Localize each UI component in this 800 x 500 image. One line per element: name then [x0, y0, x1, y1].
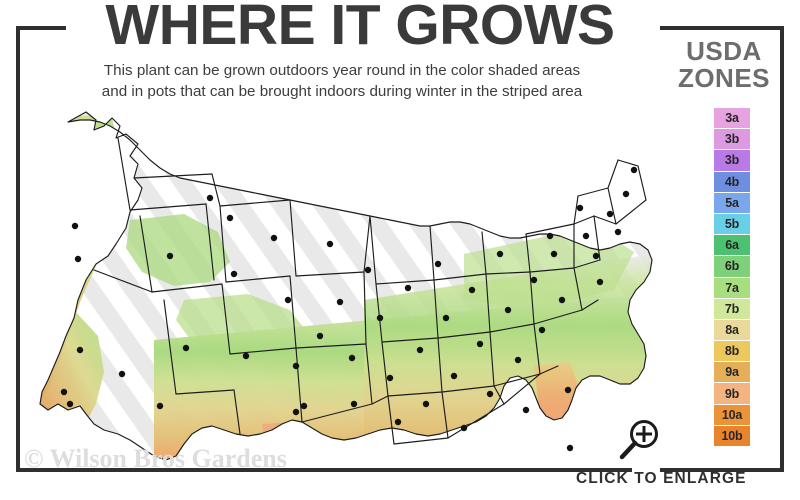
subtitle: This plant can be grown outdoors year ro…	[56, 60, 628, 102]
page-title: WHERE IT GROWS	[105, 0, 615, 57]
subtitle-line-1: This plant can be grown outdoors year ro…	[103, 62, 581, 79]
legend-zone-5a-4[interactable]: 5a	[714, 192, 750, 214]
frame-right	[780, 26, 784, 472]
usda-zone-legend: 3a 3b 3b 4b 5a 5b 6a 6b 7a 7b 8a 8b 9a 9b 10a 10b	[714, 108, 750, 447]
magnifier-plus-icon[interactable]	[618, 418, 662, 462]
legend-zone-6b-7[interactable]: 6b	[714, 256, 750, 278]
legend-zone-3b-1[interactable]: 3b	[714, 129, 750, 151]
frame-top-left	[16, 26, 66, 30]
legend-zone-6a-6[interactable]: 6a	[714, 235, 750, 257]
click-to-enlarge-label[interactable]: CLICK TO ENLARGE	[576, 470, 747, 487]
legend-zone-10b-15[interactable]: 10b	[714, 425, 750, 447]
legend-title-line-2: ZONES	[677, 63, 771, 93]
legend-zone-7a-8[interactable]: 7a	[714, 277, 750, 299]
watermark: © Wilson Bros Gardens	[24, 444, 287, 473]
frame-bottom-right	[660, 468, 784, 472]
legend-zone-3b-2[interactable]: 3b	[714, 150, 750, 172]
frame-top-right	[660, 26, 784, 30]
legend-zone-9b-13[interactable]: 9b	[714, 383, 750, 405]
subtitle-line-2: and in pots that can be brought indoors …	[101, 83, 583, 100]
legend-zone-3a-0[interactable]: 3a	[714, 108, 750, 130]
legend-zone-5b-5[interactable]: 5b	[714, 213, 750, 236]
map-city-markers	[60, 166, 638, 452]
legend-title-line-1: USDA	[686, 36, 762, 66]
us-hardiness-zone-map[interactable]	[34, 104, 654, 464]
legend-title: USDA ZONES	[664, 38, 784, 92]
frame-left	[16, 26, 20, 472]
frame-bottom-left	[16, 468, 632, 472]
map-state-borders	[39, 111, 653, 461]
legend-zone-7b-9[interactable]: 7b	[714, 298, 750, 320]
legend-zone-9a-12[interactable]: 9a	[714, 362, 750, 384]
legend-zone-10a-14[interactable]: 10a	[714, 404, 750, 426]
legend-zone-8a-10[interactable]: 8a	[714, 319, 750, 342]
legend-zone-4b-3[interactable]: 4b	[714, 171, 750, 193]
legend-zone-8b-11[interactable]: 8b	[714, 341, 750, 363]
